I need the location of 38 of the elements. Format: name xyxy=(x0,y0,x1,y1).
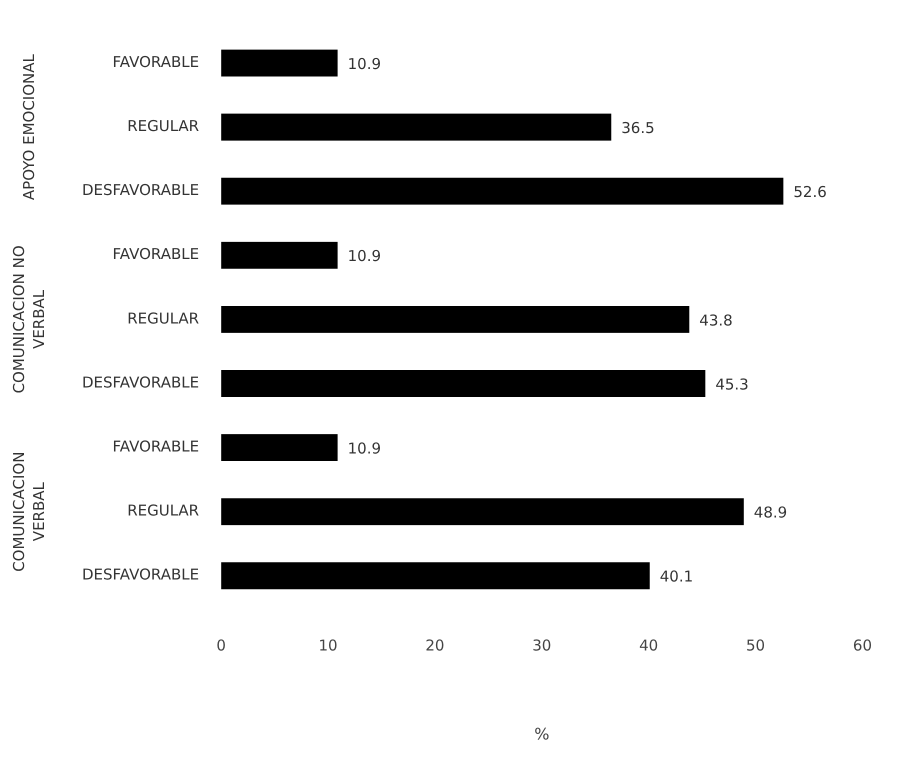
y-tick-label: REGULAR xyxy=(127,309,200,328)
text: COMUNICACION NO VERBAL xyxy=(10,245,48,394)
data-label: 10.9 xyxy=(348,54,382,73)
x-tick-label: 40 xyxy=(639,636,658,655)
y-tick-label: FAVORABLE xyxy=(112,245,200,264)
bar xyxy=(221,178,784,205)
x-tick-label: 50 xyxy=(746,636,766,655)
x-tick-label: 0 xyxy=(216,636,226,655)
x-axis-title: % xyxy=(534,724,550,744)
text: APOYO EMOCIONAL xyxy=(20,54,38,200)
x-tick-label: 60 xyxy=(852,636,872,655)
data-label: 10.9 xyxy=(348,247,382,266)
y-tick-label: DESFAVORABLE xyxy=(82,181,200,200)
y-tick-label: FAVORABLE xyxy=(112,52,200,71)
data-label: 36.5 xyxy=(621,119,655,138)
y-tick-label: DESFAVORABLE xyxy=(82,373,200,392)
data-label: 48.9 xyxy=(754,504,788,522)
bar xyxy=(221,434,338,462)
data-label: 43.8 xyxy=(699,311,733,330)
bar xyxy=(221,242,338,269)
bar xyxy=(221,370,706,397)
y-tick-label: REGULAR xyxy=(127,502,200,520)
bar xyxy=(221,562,650,590)
data-label: 10.9 xyxy=(348,439,382,458)
x-tick-label: 30 xyxy=(532,636,552,655)
y-tick-label: FAVORABLE xyxy=(112,437,200,456)
data-label: 40.1 xyxy=(660,568,694,586)
bar xyxy=(221,114,612,141)
data-label: 45.3 xyxy=(715,375,749,394)
x-tick-label: 20 xyxy=(425,636,444,655)
x-tick-label: 10 xyxy=(318,636,338,655)
bar xyxy=(221,498,744,526)
data-label: 52.6 xyxy=(793,183,827,202)
bar xyxy=(221,306,690,333)
text: COMUNICACION VERBAL xyxy=(10,452,48,572)
y-tick-label: DESFAVORABLE xyxy=(82,566,200,584)
bar xyxy=(221,50,338,77)
y-tick-label: REGULAR xyxy=(127,117,200,136)
